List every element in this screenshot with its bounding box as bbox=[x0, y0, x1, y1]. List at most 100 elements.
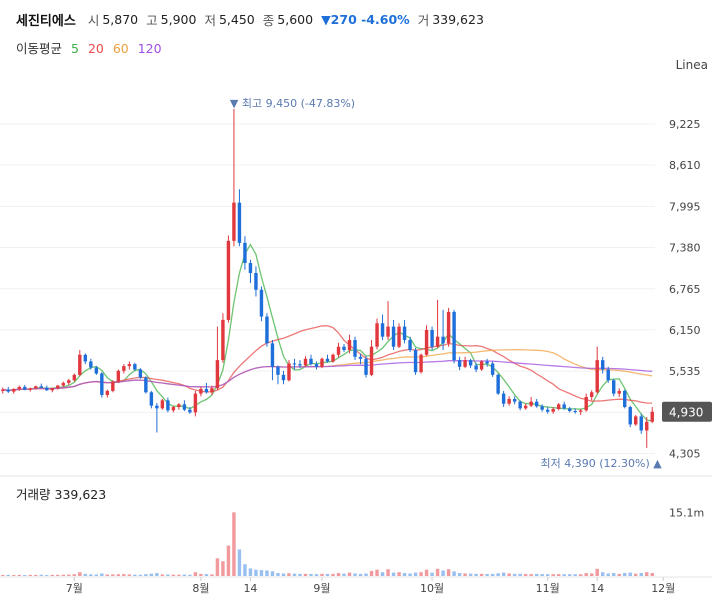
volume-bar bbox=[248, 568, 253, 576]
volume-bar bbox=[485, 573, 489, 576]
candle-body bbox=[534, 401, 539, 407]
close-label: 종 bbox=[262, 12, 275, 28]
volume-bar bbox=[369, 570, 374, 576]
volume-bar bbox=[386, 569, 390, 576]
volume-bar bbox=[221, 561, 225, 576]
high-value: 5,900 bbox=[160, 11, 197, 27]
candle-body bbox=[226, 240, 231, 320]
candle-body bbox=[402, 326, 407, 341]
candle-body bbox=[441, 336, 445, 344]
candle-body bbox=[617, 390, 621, 394]
candle-body bbox=[116, 370, 121, 382]
candle-body bbox=[232, 202, 236, 241]
volume-bar bbox=[645, 572, 649, 576]
candle-body bbox=[364, 358, 368, 375]
x-tick-label: 10월 bbox=[420, 582, 444, 595]
candle-body bbox=[221, 319, 225, 361]
volume-bar bbox=[380, 572, 385, 576]
candle-body bbox=[501, 393, 506, 404]
candle-body bbox=[56, 385, 60, 389]
y-tick-label: 7,380 bbox=[669, 242, 701, 255]
volume-bar bbox=[56, 574, 60, 576]
candle-body bbox=[133, 364, 137, 370]
candle-body bbox=[254, 273, 258, 290]
volume-bar bbox=[468, 573, 473, 576]
volume-panel-label: 거래량 339,623 bbox=[16, 484, 106, 503]
volume-bar bbox=[243, 564, 247, 576]
stock-name[interactable]: 세진티에스 bbox=[16, 13, 76, 29]
scale-mode-toggle[interactable]: Linea bbox=[675, 58, 708, 72]
candle-body bbox=[485, 361, 489, 364]
volume-bar bbox=[72, 574, 77, 576]
volume-bar bbox=[397, 572, 401, 576]
candle-body bbox=[601, 360, 605, 370]
volume-bar bbox=[50, 574, 54, 576]
volume-bar bbox=[6, 574, 10, 576]
volume-bar bbox=[342, 573, 346, 576]
x-tick-label: 14 bbox=[243, 582, 257, 595]
volume-bar bbox=[182, 574, 187, 576]
volume-bar bbox=[265, 570, 269, 576]
candle-body bbox=[639, 416, 643, 431]
candle-body bbox=[556, 404, 561, 410]
candle-body bbox=[111, 381, 115, 391]
candle-body bbox=[623, 390, 627, 408]
volume-bar bbox=[540, 574, 544, 576]
volume-bar bbox=[391, 572, 396, 576]
x-tick-label: 11월 bbox=[536, 582, 560, 595]
candle-body bbox=[435, 336, 440, 347]
volume-bar bbox=[28, 574, 32, 576]
candle-body bbox=[149, 392, 154, 406]
volume-bar bbox=[606, 573, 610, 576]
candle-body bbox=[61, 382, 66, 386]
volume-bar bbox=[430, 572, 434, 576]
candle-body bbox=[23, 386, 27, 390]
candle-body bbox=[650, 411, 654, 422]
moving-average-legend[interactable]: 이동평균 5 20 60 120 bbox=[16, 38, 167, 57]
candle-body bbox=[215, 360, 220, 389]
candle-body bbox=[303, 358, 308, 366]
candle-body bbox=[452, 311, 456, 361]
candle-body bbox=[507, 398, 511, 404]
candle-body bbox=[408, 340, 412, 351]
volume-bar bbox=[259, 570, 264, 576]
volume-bar bbox=[617, 573, 621, 576]
volume-bar bbox=[105, 574, 110, 576]
volume-bar bbox=[94, 574, 99, 576]
candle-body bbox=[292, 363, 297, 365]
candle-body bbox=[512, 398, 517, 402]
ma-20: 20 bbox=[87, 41, 104, 56]
candle-body bbox=[375, 323, 379, 347]
volume-bar bbox=[556, 574, 561, 576]
volume-bar bbox=[215, 558, 220, 576]
candle-body bbox=[523, 405, 528, 409]
candle-body bbox=[457, 360, 462, 367]
candle-body bbox=[309, 358, 313, 365]
candle-body bbox=[645, 421, 649, 431]
volume-bar bbox=[474, 573, 478, 576]
volume-bar bbox=[155, 573, 159, 576]
volume-bar bbox=[116, 574, 121, 576]
ma-120-line bbox=[2, 360, 653, 392]
low-value: 5,450 bbox=[218, 11, 255, 27]
candle-body bbox=[314, 364, 319, 367]
ma-120: 120 bbox=[137, 41, 162, 56]
volume-bar bbox=[551, 574, 555, 576]
candle-body bbox=[612, 380, 616, 394]
candle-body bbox=[182, 404, 187, 410]
candle-body bbox=[595, 360, 599, 393]
candle-body bbox=[573, 411, 577, 413]
volume-bar bbox=[463, 573, 467, 576]
volume-bar bbox=[287, 573, 291, 576]
open-value: 5,870 bbox=[102, 11, 139, 27]
ma-label: 이동평균 bbox=[16, 41, 63, 56]
volume-bar bbox=[435, 568, 440, 576]
volume-bar bbox=[353, 573, 357, 576]
candle-body bbox=[397, 326, 401, 347]
candle-body bbox=[193, 393, 198, 413]
volume-bar bbox=[171, 574, 176, 576]
volume-bar bbox=[567, 574, 572, 576]
candle-body bbox=[446, 311, 451, 344]
candle-body bbox=[265, 316, 269, 344]
